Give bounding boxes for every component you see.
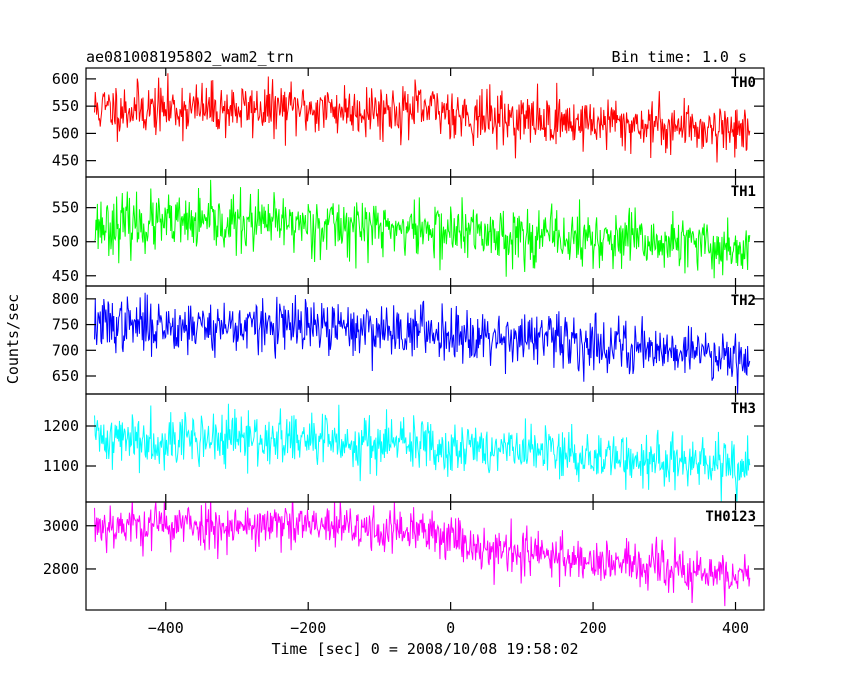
y-tick-label: 500 — [52, 124, 79, 142]
panel-label: TH2 — [731, 293, 756, 309]
panel-th1: 450 500 550 TH1 — [52, 176, 765, 287]
bin-time-label: Bin time: 1.0 s — [612, 48, 747, 66]
series-line-th0123 — [94, 502, 751, 607]
series-line-th2 — [94, 292, 751, 394]
x-tick-label: 400 — [722, 619, 749, 637]
x-tick-label: −200 — [290, 619, 326, 637]
y-axis-title: Counts/sec — [4, 294, 22, 384]
y-tick-label: 1100 — [43, 457, 79, 475]
y-tick-label: 450 — [52, 267, 79, 285]
plot-title: ae081008195802_wam2_trn — [86, 48, 294, 66]
y-tick-label: 600 — [52, 70, 79, 88]
y-tick-label: 650 — [52, 367, 79, 385]
panel-label: TH1 — [731, 184, 756, 200]
y-tick-label: 3000 — [43, 517, 79, 535]
x-axis: −400 −200 0 200 400 — [148, 619, 749, 637]
x-tick-label: −400 — [148, 619, 184, 637]
panel-label: TH0 — [731, 75, 756, 91]
series-line-th3 — [94, 403, 751, 502]
panel-th3: 1100 1200 TH3 — [43, 393, 765, 503]
panel-label: TH3 — [731, 401, 756, 417]
y-tick-label: 500 — [52, 233, 79, 251]
y-tick-label: 750 — [52, 316, 79, 334]
y-tick-label: 550 — [52, 199, 79, 217]
y-tick-label: 450 — [52, 152, 79, 170]
x-tick-label: 200 — [580, 619, 607, 637]
y-tick-label: 2800 — [43, 560, 79, 578]
panel-label: TH0123 — [705, 509, 756, 525]
y-tick-label: 1200 — [43, 417, 79, 435]
y-tick-label: 550 — [52, 97, 79, 115]
series-line-th1 — [94, 179, 751, 279]
y-tick-label: 700 — [52, 341, 79, 359]
panel-th0123: 2800 3000 TH0123 — [43, 501, 765, 611]
x-axis-title: Time [sec] 0 = 2008/10/08 19:58:02 — [271, 640, 578, 658]
x-tick-label: 0 — [446, 619, 455, 637]
series-line-th0 — [94, 73, 751, 163]
panels-group: 450 500 550 600 TH0 450 500 550 TH1 650 700 750 800 T… — [43, 67, 765, 611]
panel-th2: 650 700 750 800 TH2 — [52, 285, 765, 395]
panel-frame — [85, 501, 765, 611]
panel-th0: 450 500 550 600 TH0 — [52, 67, 765, 178]
y-tick-label: 800 — [52, 290, 79, 308]
